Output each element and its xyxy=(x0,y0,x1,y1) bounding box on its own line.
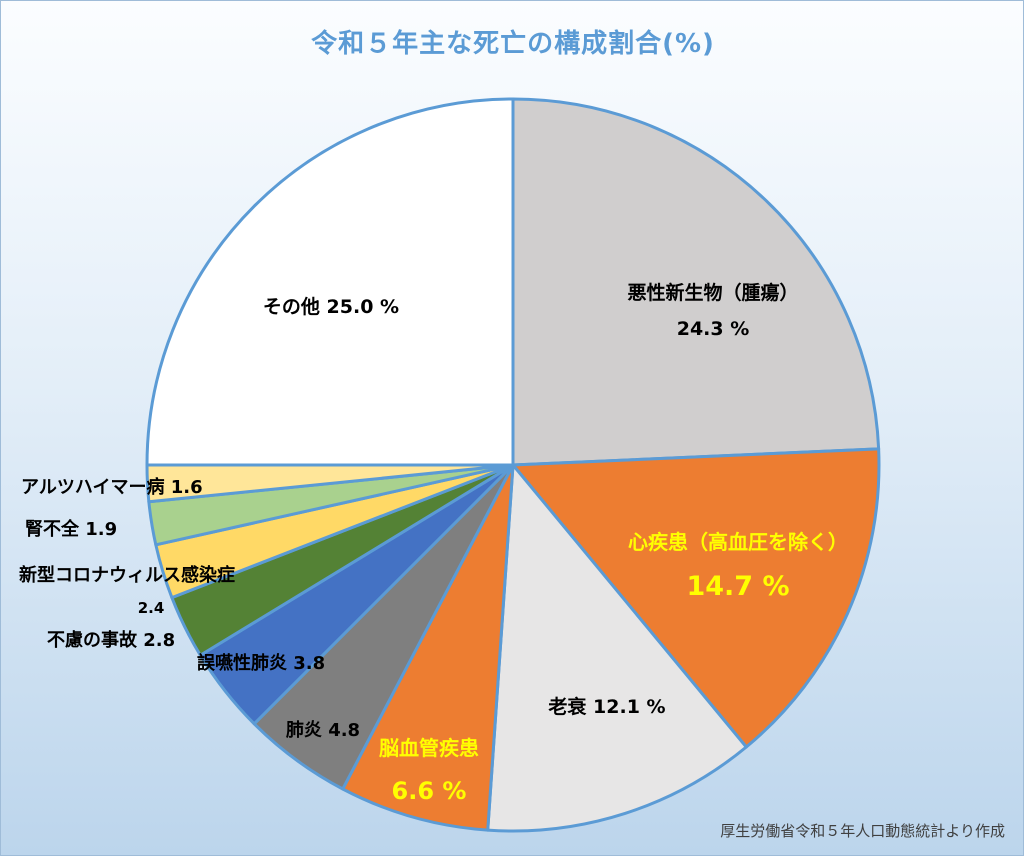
source-note: 厚生労働省令和５年人口動態統計より作成 xyxy=(720,822,1005,840)
slice-label-2-name: 心疾患（高血圧を除く） xyxy=(628,530,848,554)
chart-title: 令和５年主な死亡の構成割合(%) xyxy=(311,29,715,59)
slice-label-6: 誤嚥性肺炎 3.8 xyxy=(197,652,325,674)
slice-label-7: 不慮の事故 2.8 xyxy=(47,629,175,651)
pie-slice-3 xyxy=(486,463,748,833)
slice-label-1-name: 悪性新生物（腫瘍） xyxy=(627,281,798,304)
slice-label-8-value: 2.4 xyxy=(138,599,165,617)
slice-label-8-name: 新型コロナウィルス感染症 xyxy=(19,564,235,586)
pie-slice-11 xyxy=(145,97,515,467)
slice-label-2-value: 14.7 % xyxy=(686,571,789,602)
slice-label-1-value: 24.3 % xyxy=(677,318,750,340)
slice-label-10: アルツハイマー病 1.6 xyxy=(21,476,203,498)
slice-label-4-value: 6.6 % xyxy=(392,777,467,805)
slice-label-5: 肺炎 4.8 xyxy=(286,720,360,741)
pie-slice-2 xyxy=(511,447,881,749)
pie-slice-1 xyxy=(511,97,881,467)
slice-label-3: 老衰 12.1 % xyxy=(548,695,665,718)
slice-label-11: その他 25.0 % xyxy=(263,295,399,318)
pie-slice-4 xyxy=(341,463,515,832)
slice-label-4-name: 脳血管疾患 xyxy=(378,736,479,760)
slice-label-9: 腎不全 1.9 xyxy=(25,518,117,540)
